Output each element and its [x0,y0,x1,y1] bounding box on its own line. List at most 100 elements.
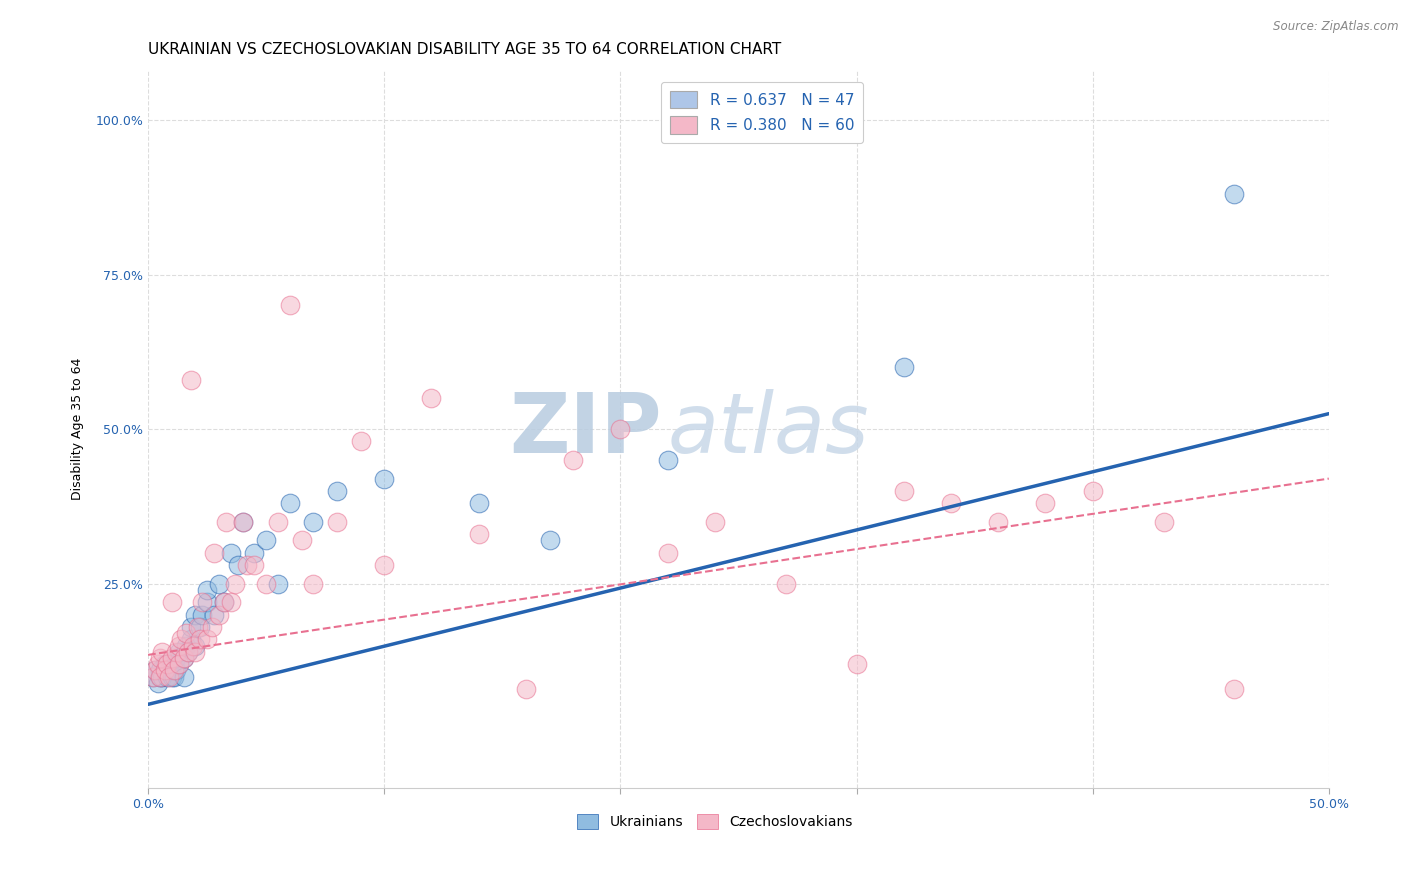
Point [167,645,190,659]
Point [562,453,585,467]
Point [202,546,225,560]
Point [187,620,209,634]
Point [1223,187,1246,202]
Point [290,533,312,548]
Point [173,651,195,665]
Point [232,515,254,529]
Point [373,558,395,573]
Point [173,669,195,683]
Point [195,582,218,597]
Point [236,558,259,573]
Point [987,515,1010,529]
Point [174,639,197,653]
Point [180,632,202,647]
Point [180,373,202,387]
Point [232,515,254,529]
Point [149,669,172,683]
Point [326,515,349,529]
Point [180,620,202,634]
Point [201,620,224,634]
Point [177,645,200,659]
Point [174,626,197,640]
Point [160,657,183,672]
Point [226,558,249,573]
Point [188,620,211,634]
Point [156,669,179,683]
Point [157,663,180,677]
Point [243,546,266,560]
Point [703,515,725,529]
Point [1153,515,1175,529]
Point [219,595,242,609]
Point [188,632,211,647]
Point [467,527,489,541]
Text: Source: ZipAtlas.com: Source: ZipAtlas.com [1274,20,1399,33]
Point [165,645,187,659]
Y-axis label: Disability Age 35 to 64: Disability Age 35 to 64 [72,358,84,500]
Point [254,576,277,591]
Point [212,595,235,609]
Legend: Ukrainians, Czechoslovakians: Ukrainians, Czechoslovakians [572,809,858,835]
Point [224,576,246,591]
Point [373,472,395,486]
Point [181,639,204,653]
Point [150,669,173,683]
Point [191,595,214,609]
Point [167,639,190,653]
Point [657,546,679,560]
Point [173,651,195,665]
Point [156,657,179,672]
Point [165,651,187,665]
Point [143,663,166,677]
Point [163,663,186,677]
Point [893,360,915,375]
Point [1035,496,1057,510]
Point [195,632,218,647]
Point [184,607,207,622]
Point [167,657,190,672]
Point [657,453,679,467]
Point [267,515,290,529]
Point [267,576,290,591]
Point [146,657,169,672]
Point [254,533,277,548]
Point [326,483,349,498]
Point [515,681,537,696]
Point [243,558,266,573]
Point [208,576,231,591]
Point [420,391,443,405]
Point [146,675,169,690]
Point [150,645,173,659]
Point [143,663,166,677]
Point [278,496,301,510]
Point [939,496,962,510]
Point [845,657,868,672]
Point [219,546,242,560]
Point [160,669,183,683]
Point [149,663,172,677]
Point [349,434,371,449]
Point [893,483,915,498]
Point [191,607,214,622]
Point [302,515,325,529]
Text: atlas: atlas [668,389,869,469]
Point [208,607,231,622]
Point [167,657,190,672]
Point [170,632,193,647]
Text: UKRAINIAN VS CZECHOSLOVAKIAN DISABILITY AGE 35 TO 64 CORRELATION CHART: UKRAINIAN VS CZECHOSLOVAKIAN DISABILITY … [148,42,782,57]
Point [153,657,176,672]
Point [195,595,218,609]
Point [153,663,176,677]
Point [215,515,238,529]
Point [142,669,165,683]
Point [149,669,172,683]
Point [1081,483,1104,498]
Point [142,669,165,683]
Point [609,422,631,436]
Point [775,576,797,591]
Point [202,607,225,622]
Point [1223,681,1246,696]
Point [184,639,207,653]
Point [157,669,180,683]
Point [160,651,183,665]
